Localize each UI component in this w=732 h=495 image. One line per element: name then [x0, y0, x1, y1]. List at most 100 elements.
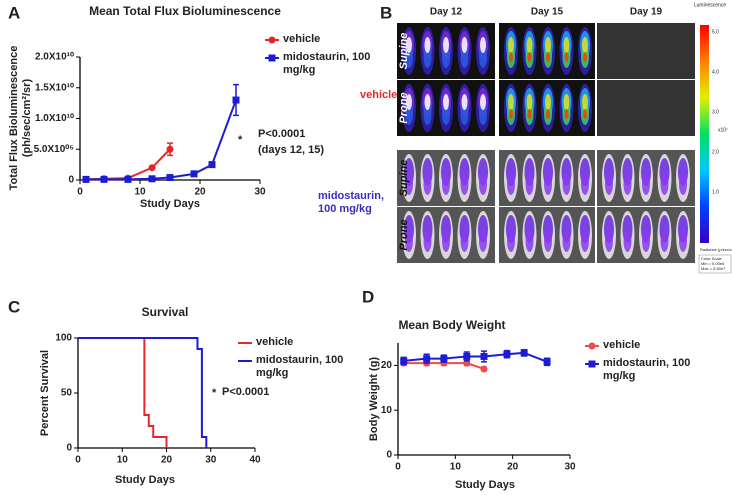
signal [642, 230, 650, 252]
data-point [208, 161, 216, 169]
legend-label: vehicle [256, 336, 294, 348]
signal [509, 52, 513, 62]
signal [564, 52, 569, 62]
legend-marker [268, 36, 276, 44]
signal [480, 37, 486, 53]
signal [423, 103, 432, 125]
signal [424, 37, 431, 53]
signal [443, 37, 449, 53]
x-tick-label: 10 [117, 455, 129, 466]
scale-box [698, 254, 732, 274]
annotation: P<0.0001 [258, 128, 305, 140]
y-tick-label: 2.0X10¹⁰ [35, 52, 74, 63]
legend-label: vehicle [283, 33, 321, 45]
series-line [78, 337, 168, 448]
signal [406, 37, 412, 53]
signal [679, 230, 687, 252]
signal [562, 173, 571, 195]
x-axis-label: Study Days [115, 474, 175, 486]
colorbar-unit: x10⁷ [718, 127, 728, 133]
row-label: Prone [398, 92, 410, 123]
signal [460, 230, 469, 252]
data-point [166, 145, 174, 153]
x-tick-label: 30 [564, 462, 576, 473]
data-point [166, 174, 174, 182]
signal [642, 173, 650, 195]
signal [527, 52, 532, 62]
row-label: Prone [398, 219, 410, 250]
data-point [440, 355, 448, 363]
signal [623, 173, 632, 195]
signal [583, 52, 587, 62]
data-point [232, 96, 240, 104]
signal [679, 173, 687, 195]
signal [442, 173, 450, 195]
x-tick-label: 30 [254, 187, 266, 198]
signal [405, 173, 413, 195]
signal [423, 46, 432, 68]
data-point [520, 349, 528, 357]
signal [405, 230, 413, 252]
scale-text: Max = 5.50e7 [701, 266, 726, 271]
data-point [503, 350, 511, 358]
x-tick-label: 10 [134, 187, 146, 198]
signal [545, 94, 551, 110]
day-label: Day 15 [531, 7, 564, 18]
panel-label: B [380, 3, 392, 22]
signal [443, 94, 449, 110]
data-point [400, 357, 408, 365]
y-axis-label: Total Flux Bioluminescence [8, 46, 20, 191]
signal [405, 103, 413, 125]
panel-label: C [8, 297, 20, 316]
scale-text: Color Scale [701, 256, 722, 261]
data-point [190, 170, 198, 178]
signal [562, 230, 571, 252]
signal [442, 46, 450, 68]
group-label: vehicle [360, 89, 398, 101]
panel-label: D [362, 287, 374, 306]
x-tick-label: 30 [205, 455, 217, 466]
signal [423, 173, 432, 195]
colorbar-tick: 3.0 [712, 109, 719, 115]
y-tick-label: 1.5X10¹⁰ [35, 82, 74, 93]
legend-label: midostaurin, 100 mg/kg [283, 51, 371, 76]
y-axis-label: (ph/sec/cm²/sr) [21, 79, 33, 158]
signal [508, 37, 514, 53]
colorbar-tick: 4.0 [712, 69, 719, 75]
x-tick-label: 20 [194, 187, 206, 198]
y-tick-label: 20 [381, 360, 393, 371]
legend-marker [588, 342, 596, 350]
signal [405, 46, 413, 68]
x-tick-label: 40 [249, 455, 261, 466]
signal [423, 230, 432, 252]
signal [527, 109, 532, 119]
signal [546, 109, 550, 119]
y-tick-label: 0 [386, 450, 392, 461]
row-label: Supine [398, 160, 410, 197]
signal [583, 109, 587, 119]
group-label: midostaurin, 100 mg/kg [318, 190, 385, 215]
signal [460, 103, 469, 125]
day-label: Day 19 [630, 7, 663, 18]
signal [582, 37, 588, 53]
row-label: Supine [398, 33, 410, 70]
signal [508, 94, 514, 110]
scale-text: Min = 5.00e5 [701, 261, 725, 266]
signal [563, 94, 570, 110]
signal [526, 94, 533, 110]
colorbar-tick: 2.0 [712, 149, 719, 155]
x-tick-label: 0 [395, 462, 401, 473]
signal [623, 230, 632, 252]
signal [660, 173, 669, 195]
legend-label: vehicle [603, 339, 641, 351]
annotation: * [212, 387, 217, 399]
signal [546, 52, 550, 62]
data-point [463, 352, 471, 360]
signal [544, 173, 552, 195]
signal [406, 94, 412, 110]
signal [581, 173, 589, 195]
signal [545, 37, 551, 53]
signal [581, 230, 589, 252]
x-tick-label: 20 [161, 455, 173, 466]
